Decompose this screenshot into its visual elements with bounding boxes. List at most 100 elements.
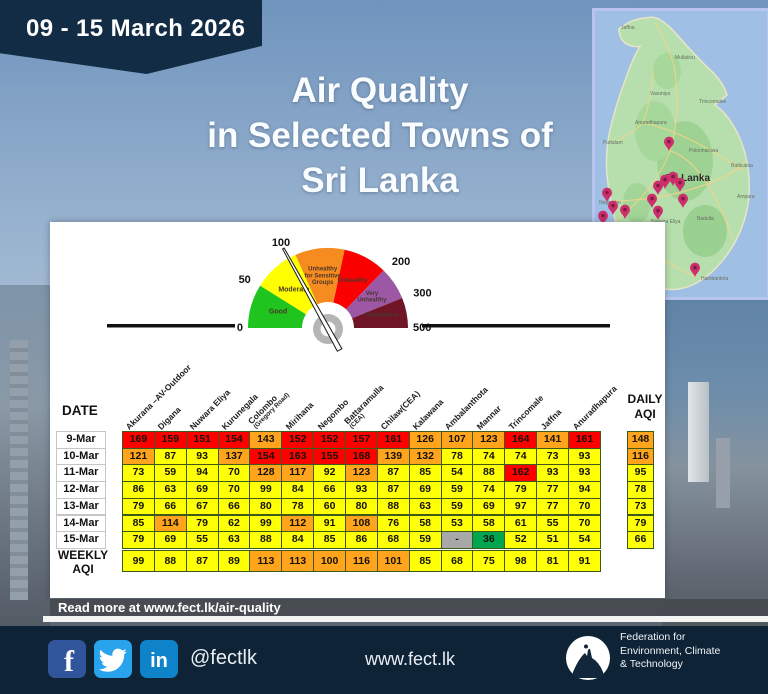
aqi-cell: 69 [472,497,506,516]
aqi-cell: 66 [153,497,187,516]
aqi-cell: 87 [376,464,410,483]
aqi-cell: 123 [472,431,506,449]
town-column-header: Anuradhapura [570,383,619,432]
gauge-segment [333,249,384,310]
aqi-cell: 68 [376,531,410,549]
map-pin-icon [602,187,612,202]
date-range-text: 09 - 15 March 2026 [26,15,246,42]
aqi-cell: 168 [345,447,378,466]
aqi-cell: 92 [313,464,347,483]
building-silhouette [688,382,709,482]
table-row: 11-Mar 73 59 94 70 128 117 92 123 87 85 54 88 162 93 93… [50,464,665,483]
aqi-cell: 154 [249,447,283,466]
map-pin-icon [647,193,657,208]
aqi-cell: 107 [440,431,474,449]
map-location-pins [598,136,700,277]
town-column-header: Kalawana [411,396,446,432]
page-title: Air Quality in Selected Towns of Sri Lan… [95,68,665,203]
read-more-link[interactable]: Read more at www.fect.lk/air-quality [58,600,281,615]
map-country-label: Sri Lanka [665,173,710,184]
aqi-cell: 85 [313,531,347,549]
map-town-label: Badulla [697,216,714,222]
aqi-cell: 93 [568,464,601,483]
aqi-cell: 99 [249,481,283,499]
map-pin-icon [620,204,630,219]
aqi-cell: 94 [568,481,601,499]
divider-strip [43,616,768,622]
map-town-label: Polonnaruwa [689,148,718,154]
title-line-2: in Selected Towns of [207,116,553,155]
daily-aqi-header: DAILY AQI [627,392,663,421]
gauge-segment-label: Good [269,309,287,316]
aqi-cell: 88 [376,497,410,516]
aqi-cell: 73 [122,464,155,483]
aqi-cell: 87 [185,550,219,572]
gauge-tick-label: 50 [239,274,251,286]
aqi-cell: 155 [313,447,347,466]
aqi-cell: 79 [185,514,219,533]
gauge-tick-label: 100 [272,237,290,249]
aqi-cell: 63 [217,531,251,549]
aqi-cell: 101 [376,550,410,572]
map-pin-icon [675,177,685,192]
town-column-header: Kurunegala [219,391,260,432]
map-town-label: Nuwara Eliya [651,219,681,225]
gauge-tick-label: 0 [237,322,243,334]
aqi-cell: 59 [153,464,187,483]
aqi-cell: 69 [153,531,187,549]
aqi-cell: 93 [345,481,378,499]
org-name: Federation for Environment, Climate & Te… [620,631,721,670]
aqi-cell: 86 [345,531,378,549]
aqi-cell: 91 [313,514,347,533]
daily-aqi-cell: 78 [627,481,654,499]
aqi-cell: 74 [472,447,506,466]
aqi-cell: 93 [568,447,601,466]
aqi-cell: 108 [345,514,378,533]
aqi-cell: 93 [185,447,219,466]
aqi-cell: 36 [472,531,506,549]
table-row: 13-Mar 79 66 67 66 80 78 60 80 88 63 59 69 97 77 70 73 [50,497,665,516]
aqi-cell: 78 [281,497,315,516]
twitter-icon[interactable] [94,640,132,678]
aqi-cell: 85 [408,550,442,572]
gauge-segment [352,298,408,328]
title-line-3: Sri Lanka [301,161,459,200]
facebook-icon[interactable]: f [48,640,86,678]
map-town-label: Hambantota [701,276,728,282]
aqi-cell: 98 [504,550,538,572]
aqi-cell: 59 [408,531,442,549]
read-more-bar[interactable]: Read more at www.fect.lk/air-quality [50,599,768,616]
aqi-cell: 141 [536,431,570,449]
gauge-segment-label: Hazardous [365,312,399,319]
aqi-cell: 113 [249,550,283,572]
aqi-cell: 88 [153,550,187,572]
aqi-cell: 70 [568,514,601,533]
aqi-cell: 161 [568,431,601,449]
aqi-cell: 70 [568,497,601,516]
aqi-cell: 55 [185,531,219,549]
map-town-label: Vavuniya [650,91,670,97]
weekly-aqi-label: WEEKLY AQI [57,548,109,576]
map-town-label: Mullativu [675,55,695,61]
aqi-cell: 73 [536,447,570,466]
date-cell: 13-Mar [56,497,106,516]
map-town-label: Trincomalee [699,99,727,105]
aqi-cell: 121 [122,447,155,466]
table-row: 10-Mar 121 87 93 137 154 163 155 168 139 132 78 74 74… [50,447,665,466]
aqi-cell: 84 [281,531,315,549]
website-link[interactable]: www.fect.lk [364,649,456,669]
map-pin-icon [664,136,674,151]
aqi-cell: 117 [281,464,315,483]
aqi-cell: 114 [153,514,187,533]
daily-aqi-cell: 116 [627,447,654,466]
map-pin-icon [660,174,670,189]
gauge-segment-label: Moderate [278,286,309,293]
aqi-cell: 55 [536,514,570,533]
linkedin-icon[interactable]: in [140,640,178,678]
building-silhouette [716,438,730,508]
gauge-segment [295,248,345,305]
aqi-cell: 159 [153,431,187,449]
social-handle[interactable]: @fectlk [190,647,257,669]
gauge-segment-label: Unhealthy [337,277,367,284]
